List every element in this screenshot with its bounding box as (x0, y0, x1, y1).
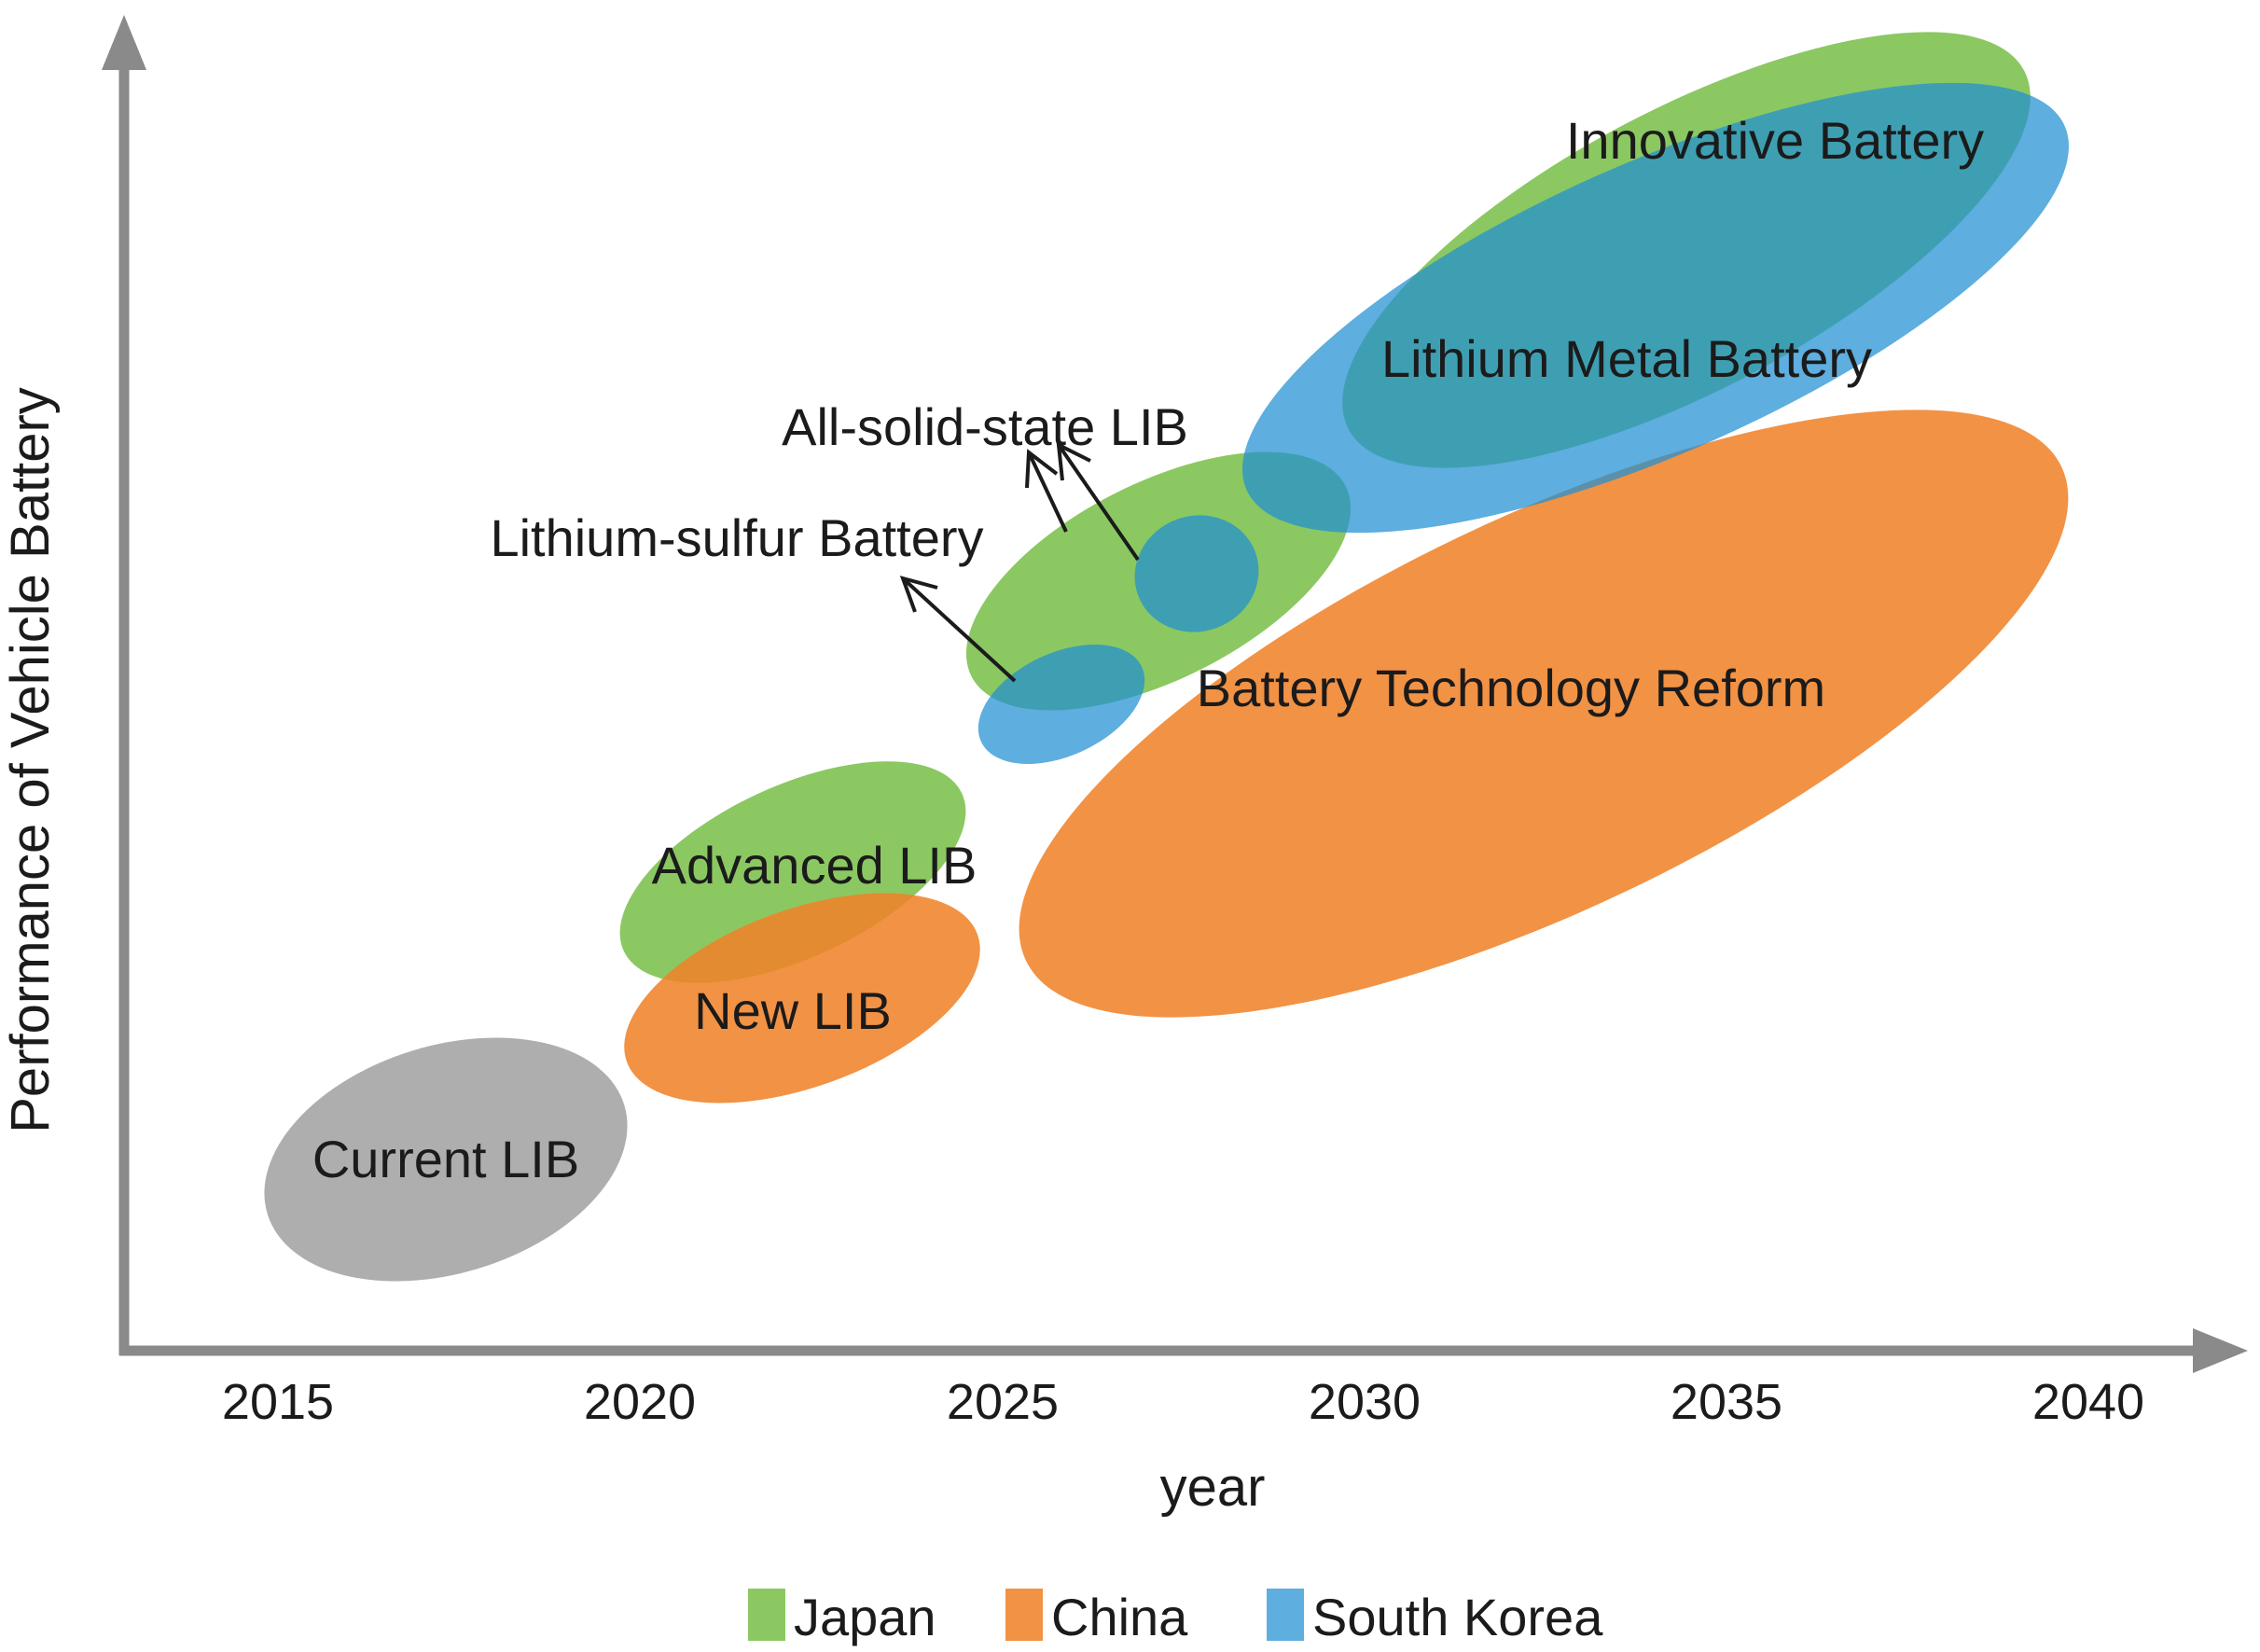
axes (102, 15, 2248, 1373)
battery-reform-label: Battery Technology Reform (1197, 659, 1825, 717)
current-lib-label: Current LIB (312, 1130, 579, 1188)
x-tick-2015: 2015 (222, 1374, 334, 1430)
y-axis-arrowhead-icon (102, 15, 146, 70)
new-lib-label: New LIB (694, 981, 892, 1040)
legend-item-china: China (1005, 1588, 1188, 1646)
arrowhead-icon (1056, 441, 1091, 481)
legend-swatch-south-korea (1267, 1589, 1304, 1641)
legend-swatch-japan (748, 1589, 785, 1641)
all-solid-state-arrow-left (1025, 449, 1068, 533)
x-axis-arrowhead-icon (2193, 1328, 2248, 1373)
x-tick-2025: 2025 (947, 1374, 1059, 1430)
legend-label-south-korea: South Korea (1312, 1588, 1603, 1646)
x-tick-labels: 2015 2020 2025 2030 2035 2040 (222, 1374, 2144, 1430)
y-axis-title: Performance of Vehicle Battery (0, 387, 61, 1133)
lithium-sulfur-ellipse (977, 644, 1145, 765)
lithium-metal-label: Lithium Metal Battery (1381, 329, 1872, 388)
annotation-arrows (899, 441, 1140, 683)
legend-label-china: China (1051, 1588, 1188, 1646)
arrowhead-icon (899, 576, 938, 613)
x-tick-2020: 2020 (584, 1374, 696, 1430)
lithium-sulfur-label: Lithium-sulfur Battery (490, 508, 983, 567)
new-lib-ellipse (624, 893, 980, 1104)
legend-swatch-china (1005, 1589, 1043, 1641)
advanced-lib-label: Advanced LIB (652, 836, 977, 895)
all-solid-state-arrow-right (1056, 441, 1140, 562)
all-solid-state-blue-dot (1134, 515, 1259, 632)
innovative-battery-label: Innovative Battery (1566, 111, 1984, 170)
legend-label-japan: Japan (794, 1588, 936, 1646)
lithium-metal-ellipse (1241, 82, 2070, 534)
lithium-sulfur-arrow (899, 576, 1017, 683)
legend-item-japan: Japan (748, 1588, 936, 1646)
all-solid-state-label: All-solid-state LIB (782, 397, 1188, 456)
label-layer: Current LIB Advanced LIB New LIB All-sol… (312, 111, 1984, 1188)
legend: Japan China South Korea (748, 1588, 1603, 1646)
ellipse-layer (264, 32, 2070, 1282)
x-axis-title: year (1160, 1457, 1266, 1518)
arrowhead-icon (1025, 449, 1059, 489)
legend-item-south-korea: South Korea (1267, 1588, 1603, 1646)
x-tick-2040: 2040 (2032, 1374, 2144, 1430)
x-tick-2035: 2035 (1671, 1374, 1782, 1430)
current-lib-ellipse (264, 1037, 628, 1282)
x-tick-2030: 2030 (1309, 1374, 1421, 1430)
battery-reform-ellipse (1019, 410, 2069, 1018)
advanced-lib-ellipse (619, 761, 966, 983)
